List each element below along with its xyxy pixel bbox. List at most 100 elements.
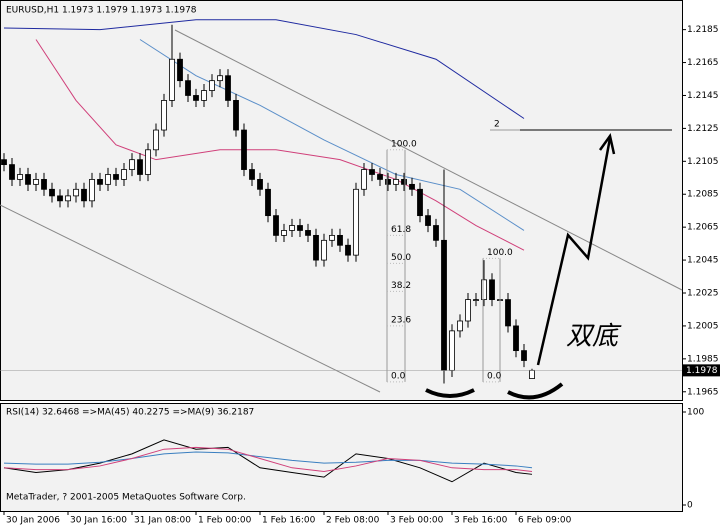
candle-body	[153, 129, 159, 151]
fibo-label: 0.0	[391, 371, 406, 381]
channel-lower	[0, 204, 381, 393]
candle-body	[425, 215, 431, 226]
rsi-line	[3, 439, 533, 483]
candle-body	[313, 234, 319, 261]
candle-body	[345, 244, 351, 256]
candle-body	[121, 169, 127, 180]
candle-body	[81, 188, 87, 202]
y-tick-label: 1.2125	[687, 124, 719, 134]
candle-body	[385, 179, 391, 185]
fibo-label: 50.0	[391, 253, 411, 263]
candle-body	[481, 279, 487, 300]
price-pane	[0, 0, 683, 401]
candle-body	[1, 159, 7, 166]
fibo-label: 0.0	[487, 371, 502, 381]
target-label: 2	[494, 120, 500, 130]
candle-body	[105, 174, 111, 185]
y-tick-label: 1.1965	[687, 387, 719, 397]
candle-body	[529, 369, 535, 380]
candle-body	[25, 174, 31, 185]
x-tick-label: 30 Jan 16:00	[70, 516, 127, 525]
candle-body	[233, 100, 239, 131]
candle-body	[465, 299, 471, 322]
candle-body	[145, 149, 151, 175]
y-tick-label: 1.2145	[687, 91, 719, 101]
candle-body	[217, 75, 223, 82]
last-price-box	[683, 364, 720, 377]
candle-body	[33, 179, 39, 185]
moving-average	[139, 39, 525, 231]
candle-body	[433, 225, 439, 241]
fibo-label: 100.0	[391, 139, 417, 149]
y-tick-label: 1.2045	[687, 256, 719, 266]
arrow-head	[598, 132, 616, 155]
candle-body	[281, 230, 287, 236]
rsi-tick-label: 0	[687, 501, 693, 511]
candle-body	[305, 230, 311, 236]
candle-body	[249, 169, 255, 180]
rsi-line	[3, 451, 533, 469]
candle-body	[17, 174, 23, 180]
candle-body	[337, 234, 343, 246]
candle-body	[225, 75, 231, 101]
candle-body	[201, 90, 207, 101]
y-tick-label: 1.1985	[687, 354, 719, 364]
candle-body	[73, 188, 79, 197]
candle-body	[65, 195, 71, 202]
x-tick-label: 2 Feb 08:00	[326, 516, 380, 525]
candle-body	[257, 179, 263, 190]
candle-body	[169, 58, 175, 101]
y-tick-label: 1.2085	[687, 190, 719, 200]
candle-body	[457, 320, 463, 332]
y-tick-label: 1.2065	[687, 223, 719, 233]
candle-body	[289, 225, 295, 231]
candle-body	[353, 188, 359, 256]
candle-body	[193, 95, 199, 101]
fibo-label: 61.8	[391, 225, 411, 235]
candle-body	[513, 325, 519, 352]
fibo-label: 100.0	[487, 248, 513, 258]
rsi-tick-label: 100	[687, 408, 704, 418]
arrow-path	[536, 137, 612, 366]
channel-upper	[174, 29, 683, 291]
candle-body	[209, 80, 215, 91]
rsi-pane	[0, 403, 683, 512]
candle-body	[361, 169, 367, 190]
candle-body	[473, 299, 479, 301]
x-tick-label: 31 Jan 08:00	[134, 516, 191, 525]
last-price-label: 1.1978	[686, 366, 718, 376]
fibo-label: 23.6	[391, 315, 411, 325]
candle-body	[241, 129, 247, 170]
candle-body	[137, 159, 143, 175]
y-tick-label: 1.2005	[687, 321, 719, 331]
y-tick-label: 1.2105	[687, 157, 719, 167]
candle-body	[449, 330, 455, 371]
y-tick-label: 1.2165	[687, 58, 719, 68]
x-tick-label: 6 Feb 09:00	[518, 516, 572, 525]
candle-body	[401, 179, 407, 185]
candle-body	[409, 183, 415, 190]
candle-body	[185, 80, 191, 96]
x-tick-label: 30 Jan 2006	[6, 516, 60, 525]
candle-body	[329, 234, 335, 241]
candle-body	[97, 179, 103, 185]
candle-body	[9, 164, 15, 180]
fibo-label: 38.2	[391, 281, 411, 291]
candle-body	[441, 239, 447, 371]
moving-average	[35, 39, 525, 251]
candle-body	[505, 299, 511, 327]
candle-body	[489, 279, 495, 300]
candle-body	[49, 188, 55, 197]
candle-body	[113, 174, 119, 180]
candle-body	[89, 179, 95, 202]
candle-body	[369, 169, 375, 175]
hand-drawing	[425, 132, 616, 400]
footer: MetaTrader, ? 2001-2005 MetaQuotes Softw…	[6, 493, 246, 503]
candle-body	[521, 350, 527, 361]
candle-body	[377, 174, 383, 180]
annotation: 双底	[566, 322, 622, 352]
candle-body	[265, 188, 271, 217]
moving-average	[3, 19, 525, 119]
candle-body	[41, 179, 47, 190]
